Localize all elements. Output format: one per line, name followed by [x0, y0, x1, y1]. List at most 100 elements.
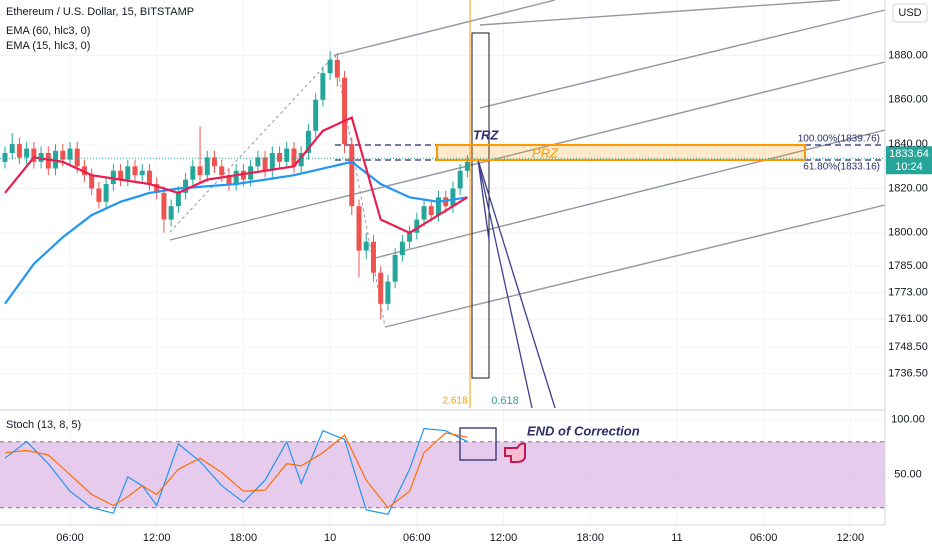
- candle-body: [277, 153, 283, 162]
- candle-body: [370, 241, 376, 273]
- stoch-title: Stoch (13, 8, 5): [6, 419, 81, 431]
- prz-box: [436, 144, 806, 161]
- candle-body: [407, 232, 413, 242]
- countdown: 10:24: [895, 161, 923, 173]
- y-tick-label: 1800.00: [888, 227, 928, 239]
- candle-body: [298, 153, 304, 167]
- candle-body: [2, 153, 8, 162]
- band: [0, 441, 885, 508]
- projection-line: [477, 159, 490, 241]
- line: [4, 432, 468, 509]
- candle-body: [67, 148, 73, 160]
- x-tick-label: 10: [324, 532, 336, 544]
- candle-body: [74, 148, 80, 167]
- candle-body: [183, 179, 189, 193]
- candle-body: [320, 73, 326, 100]
- candle-body: [60, 150, 66, 160]
- y-tick-label: 1736.50: [888, 368, 928, 380]
- candle-body: [190, 166, 196, 180]
- x-tick-label: 11: [671, 532, 682, 544]
- candle-body: [16, 144, 22, 158]
- candle-body: [96, 188, 102, 202]
- extension-label: 2.618: [442, 396, 467, 407]
- candle-body: [233, 170, 239, 185]
- pitchfork-line: [384, 204, 886, 328]
- candle-body: [313, 99, 319, 131]
- y-tick-label: 1880.00: [888, 49, 928, 61]
- y-tick-label: 100.00: [891, 414, 925, 426]
- candle-body: [414, 219, 420, 233]
- candle-body: [226, 175, 232, 185]
- y-tick-label: 1773.00: [888, 287, 928, 299]
- candle-body: [450, 188, 456, 207]
- x-tick-label: 12:00: [490, 532, 518, 544]
- candle-body: [204, 157, 210, 176]
- fib-label: 100.00%(1839.76): [798, 134, 880, 145]
- y-tick-label: 1785.00: [888, 260, 928, 272]
- x-tick-label: 12:00: [837, 532, 865, 544]
- legend-entry: EMA (15, hlc3, 0): [6, 40, 90, 52]
- pitchfork-line: [479, 9, 886, 109]
- pitchfork-line: [479, 0, 841, 26]
- pitchfork-line: [169, 61, 886, 241]
- pitchfork-line: [374, 129, 886, 259]
- currency[interactable]: USD: [898, 7, 921, 19]
- pitchfork-handle: [169, 54, 336, 233]
- pitchfork-line: [334, 0, 556, 56]
- candle-body: [385, 281, 391, 304]
- x-tick-label: 12:00: [143, 532, 171, 544]
- marks: [0, 51, 932, 515]
- candle-body: [421, 206, 427, 220]
- candle-body: [154, 184, 160, 193]
- pitchfork-handle: [334, 54, 386, 328]
- stoch-box: [459, 427, 497, 461]
- candle-body: [349, 144, 355, 207]
- fib-label: 61.80%(1833.16): [803, 162, 880, 173]
- pointing-hand: [504, 442, 526, 463]
- projection-line: [477, 159, 556, 409]
- candle-body: [103, 184, 109, 202]
- time-box: [471, 32, 490, 379]
- candle-body: [146, 170, 152, 185]
- stoch-band: [0, 441, 885, 509]
- candle-body: [378, 272, 384, 304]
- candle-body: [291, 148, 297, 167]
- candle-body: [435, 197, 441, 216]
- line: [4, 115, 468, 235]
- candle-body: [197, 166, 203, 176]
- candle-body: [457, 170, 463, 189]
- candle-body: [464, 161, 470, 171]
- x-tick-label: 06:00: [403, 532, 431, 544]
- candle-body: [334, 59, 340, 78]
- chart-title: Ethereum / U.S. Dollar, 15, BITSTAMP: [6, 6, 194, 18]
- candle-body: [327, 59, 333, 74]
- annotation: END of Correction: [527, 423, 640, 438]
- candle-body: [284, 148, 290, 162]
- candle-body: [212, 157, 218, 167]
- y-tick-label: 1840.00: [888, 138, 928, 150]
- y-tick-label: 1860.00: [888, 94, 928, 106]
- candle-body: [9, 144, 15, 153]
- last-price-tag: [886, 146, 932, 175]
- candle-body: [31, 148, 37, 162]
- candle-body: [175, 192, 181, 207]
- candle-body: [255, 157, 261, 167]
- candle-body: [219, 166, 225, 176]
- line: [4, 427, 468, 515]
- candle-body: [428, 206, 434, 216]
- candle-body: [342, 77, 348, 145]
- extension-label: 0.618: [491, 395, 519, 407]
- candle-body: [89, 175, 95, 189]
- x-tick-label: 06:00: [56, 532, 84, 544]
- line: [4, 160, 468, 305]
- prz-label: PRZ: [532, 145, 559, 160]
- candle-body: [161, 192, 167, 220]
- y-tick-label: 1761.00: [888, 313, 928, 325]
- grid: [0, 0, 885, 525]
- candle-body: [139, 170, 145, 176]
- candle-body: [392, 255, 398, 282]
- candle-body: [118, 170, 124, 180]
- currency-button[interactable]: [892, 3, 928, 23]
- y-tick-label: 50.00: [894, 469, 922, 481]
